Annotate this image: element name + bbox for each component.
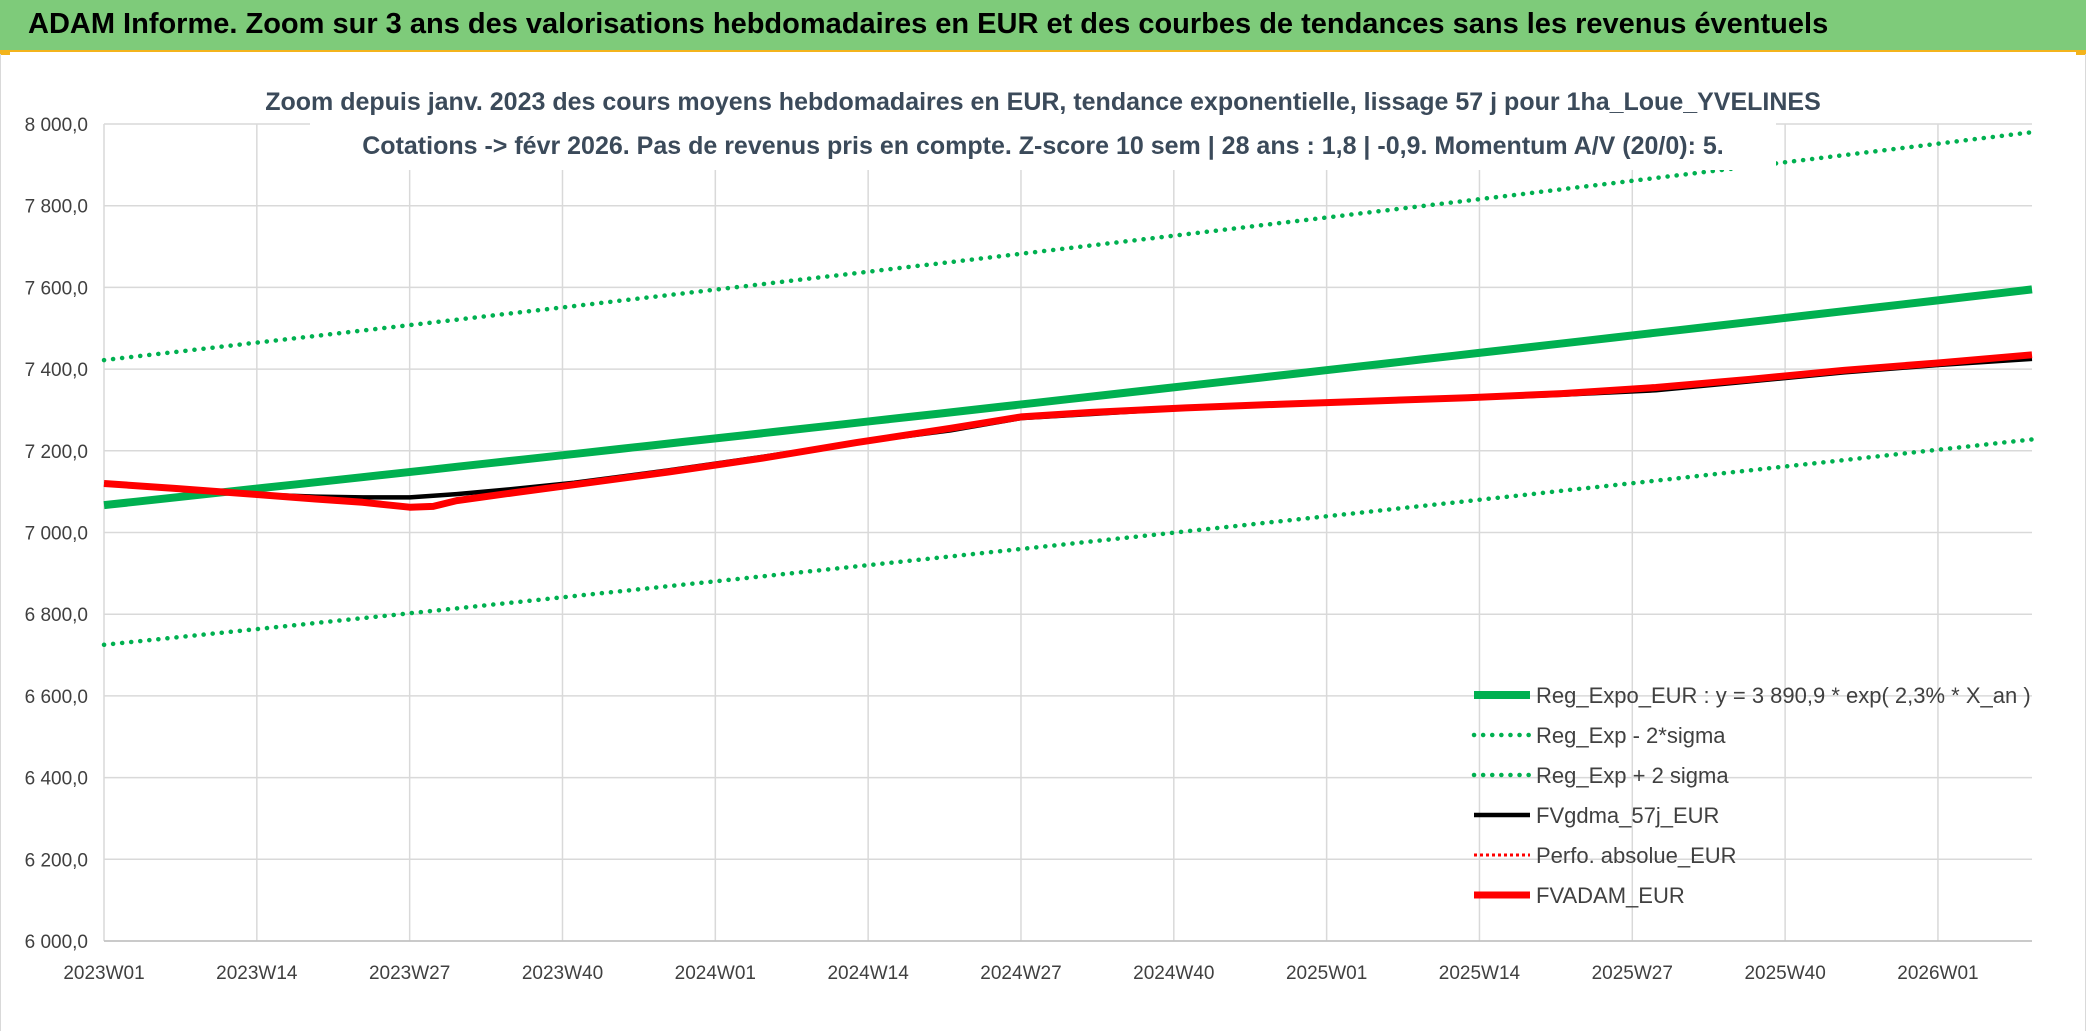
x-tick-label: 2026W01 — [1897, 963, 1978, 984]
legend-label: Reg_Exp + 2 sigma — [1536, 763, 1729, 788]
legend-label: FVgdma_57j_EUR — [1536, 803, 1719, 828]
y-tick-label: 6 200,0 — [25, 850, 88, 871]
legend-label: Reg_Expo_EUR : y = 3 890,9 * exp( 2,3% *… — [1536, 683, 2031, 708]
x-tick-label: 2025W27 — [1592, 963, 1673, 984]
report-banner: ADAM Informe. Zoom sur 3 ans des valoris… — [0, 0, 2086, 52]
legend: Reg_Expo_EUR : y = 3 890,9 * exp( 2,3% *… — [1471, 683, 2031, 908]
x-tick-label: 2025W14 — [1439, 963, 1521, 984]
subtitle-background — [310, 78, 1776, 170]
x-tick-label: 2025W01 — [1286, 963, 1367, 984]
report-title: ADAM Informe. Zoom sur 3 ans des valoris… — [28, 8, 1829, 40]
y-tick-label: 7 000,0 — [25, 524, 88, 545]
x-tick-label: 2024W14 — [827, 963, 909, 984]
banner-accent-right — [2076, 50, 2086, 55]
y-tick-label: 6 000,0 — [25, 932, 88, 953]
legend-label: Perfo. absolue_EUR — [1536, 843, 1737, 868]
series-layer — [101, 129, 2035, 648]
x-tick-label: 2023W01 — [63, 963, 144, 984]
y-tick-label: 6 400,0 — [25, 769, 88, 790]
chart-subtitle-line-2: Cotations -> févr 2026. Pas de revenus p… — [362, 132, 1723, 160]
legend-label: FVADAM_EUR — [1536, 883, 1685, 908]
x-tick-label: 2023W14 — [216, 963, 298, 984]
grid-layer — [103, 123, 2032, 942]
x-tick-label: 2023W40 — [522, 963, 603, 984]
legend-label: Reg_Exp - 2*sigma — [1536, 723, 1726, 748]
chart-subtitle-line-1: Zoom depuis janv. 2023 des cours moyens … — [265, 88, 1821, 116]
series-line-2 — [101, 129, 2035, 363]
x-tick-label: 2024W01 — [675, 963, 756, 984]
y-tick-label: 7 800,0 — [25, 197, 88, 218]
y-tick-label: 7 400,0 — [25, 360, 88, 381]
x-tick-label: 2024W40 — [1133, 963, 1214, 984]
banner-accent-left — [0, 50, 10, 55]
x-tick-label: 2023W27 — [369, 963, 450, 984]
y-tick-label: 6 600,0 — [25, 687, 88, 708]
axis-layer: 6 000,0 6 200,0 6 400,0 6 600,0 6 800,0 7 000… — [25, 115, 2032, 984]
series-line-5 — [103, 351, 2033, 511]
y-tick-label: 7 600,0 — [25, 278, 88, 299]
y-tick-label: 7 200,0 — [25, 442, 88, 463]
y-tick-label: 6 800,0 — [25, 605, 88, 626]
x-tick-label: 2025W40 — [1744, 963, 1825, 984]
x-tick-label: 2024W27 — [980, 963, 1061, 984]
series-line-0 — [103, 285, 2033, 510]
y-tick-label: 8 000,0 — [25, 115, 88, 136]
